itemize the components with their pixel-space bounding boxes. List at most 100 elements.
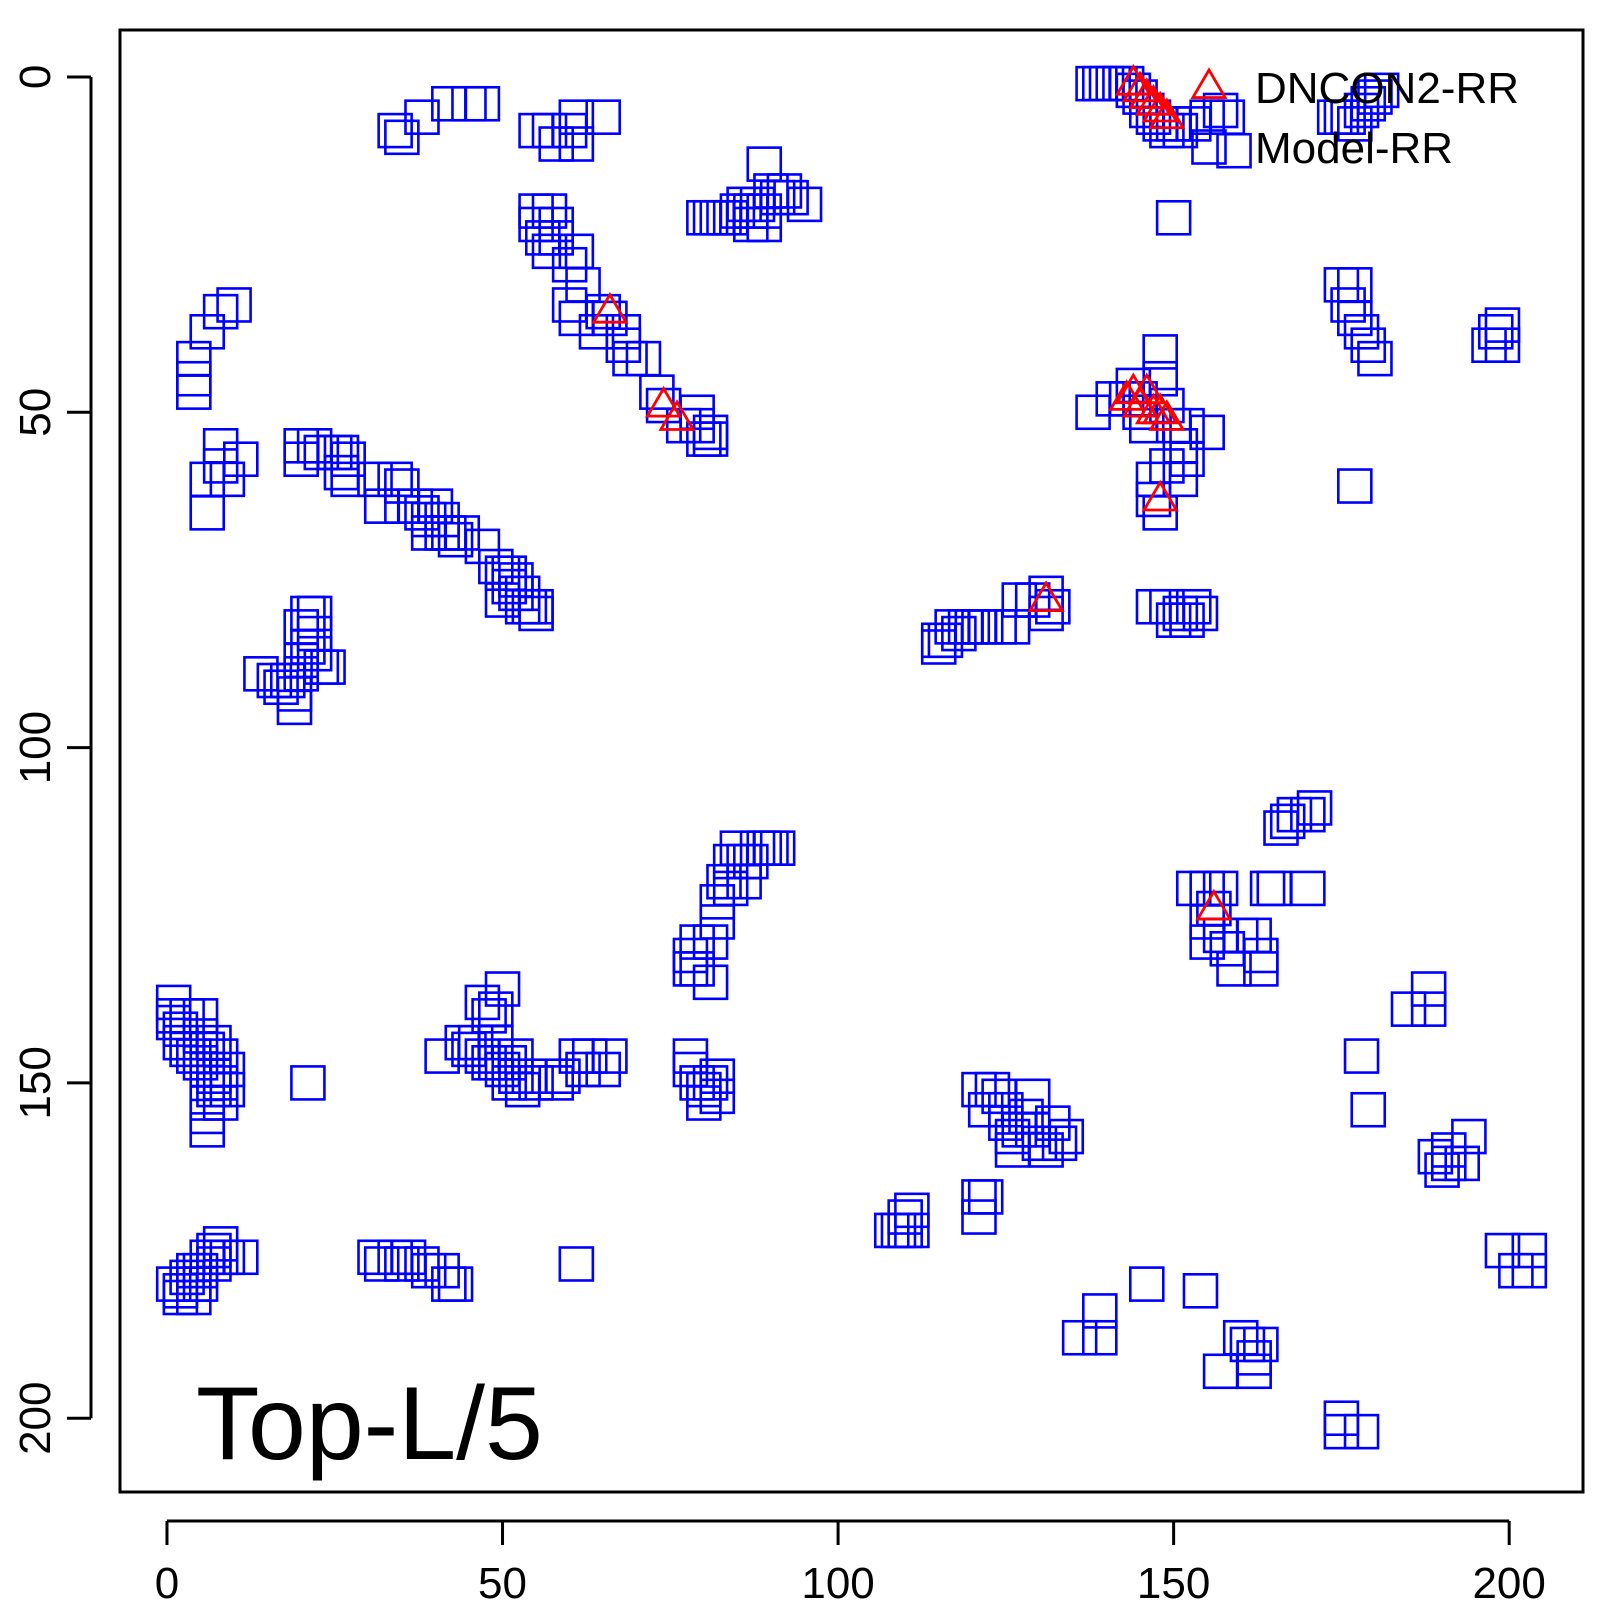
model-rr-point xyxy=(988,1105,1024,1141)
model-rr-point xyxy=(451,1031,487,1068)
model-rr-point xyxy=(706,199,742,236)
model-rr-point xyxy=(894,1212,930,1249)
dncon2-rr-point xyxy=(1141,479,1179,512)
model-rr-point xyxy=(672,937,709,974)
model-rr-point xyxy=(491,1044,528,1081)
dncon2-rr-point xyxy=(1141,90,1179,123)
model-rr-point xyxy=(1357,340,1393,377)
model-rr-point xyxy=(545,1058,581,1095)
model-rr-point xyxy=(1216,951,1252,987)
model-rr-point xyxy=(1142,334,1179,370)
y-tick-label: 50 xyxy=(11,388,60,437)
model-rr-point xyxy=(1357,79,1393,115)
model-rr-point xyxy=(1162,595,1199,632)
model-rr-point xyxy=(471,998,507,1034)
model-rr-point xyxy=(894,1192,930,1229)
model-rr-point xyxy=(565,1051,601,1088)
model-rr-point xyxy=(967,1179,1004,1215)
model-rr-point xyxy=(155,1266,192,1302)
model-rr-point xyxy=(1390,991,1427,1027)
model-rr-point xyxy=(491,568,528,605)
x-axis: 0 50 100 150 200 xyxy=(155,1519,1546,1600)
model-rr-point xyxy=(202,448,239,484)
model-rr-point xyxy=(1028,595,1064,632)
model-rr-point xyxy=(1082,1319,1118,1356)
model-rr-point xyxy=(1216,132,1252,169)
model-rr-point xyxy=(692,964,729,1001)
model-rr-point xyxy=(1337,267,1373,303)
model-rr-point xyxy=(531,233,568,270)
model-rr-point xyxy=(377,461,413,498)
model-rr-point xyxy=(404,99,440,135)
model-rr-point xyxy=(961,1199,997,1235)
model-rr-point xyxy=(1484,307,1521,343)
y-tick-label: 200 xyxy=(11,1382,60,1455)
model-rr-point xyxy=(1444,1145,1481,1182)
model-rr-point xyxy=(746,146,783,182)
model-rr-point xyxy=(437,521,474,558)
legend: DNCON2-RR Model-RR xyxy=(1190,64,1519,173)
dncon2-rr-point xyxy=(1134,84,1173,116)
model-rr-point xyxy=(1075,394,1111,431)
model-rr-point xyxy=(182,1018,219,1054)
model-rr-point xyxy=(169,1259,205,1296)
dncon2-rr-point xyxy=(591,291,629,324)
legend-label: DNCON2-RR xyxy=(1255,64,1519,113)
model-rr-point xyxy=(323,434,360,471)
model-rr-point xyxy=(155,1004,192,1041)
dncon2-rr-point xyxy=(1027,580,1065,612)
dncon2-rr-point xyxy=(644,385,683,418)
model-rr-point xyxy=(202,1038,239,1074)
model-rr-point xyxy=(243,656,279,692)
model-rr-point xyxy=(1236,1353,1272,1390)
model-rr-point xyxy=(182,998,219,1034)
model-rr-point xyxy=(692,1065,729,1101)
model-rr-point xyxy=(679,407,715,444)
model-rr-point xyxy=(1477,313,1514,350)
y-axis: 0 50 100 150 200 xyxy=(11,65,93,1455)
model-rr-point xyxy=(491,1065,528,1101)
model-rr-point xyxy=(686,1085,722,1121)
model-rr-point xyxy=(551,246,588,283)
model-rr-point xyxy=(457,1024,494,1061)
model-rr-point xyxy=(605,327,642,364)
model-rr-point xyxy=(404,495,440,531)
model-rr-point xyxy=(1343,1038,1380,1074)
y-tick-label: 150 xyxy=(11,1046,60,1119)
model-rr-point xyxy=(384,119,420,156)
model-rr-point xyxy=(1202,92,1239,129)
model-rr-point xyxy=(478,991,514,1027)
model-rr-point xyxy=(538,1065,575,1101)
model-rr-point xyxy=(531,112,568,149)
model-rr-point xyxy=(189,495,226,531)
model-rr-point xyxy=(712,870,749,907)
model-rr-point xyxy=(1330,287,1366,323)
model-rr-point xyxy=(404,1246,440,1282)
model-rr-point xyxy=(920,629,957,665)
model-rr-point xyxy=(531,193,568,229)
dncon2-rr-points xyxy=(591,63,1233,921)
model-rr-point xyxy=(592,1038,628,1074)
model-rr-point xyxy=(1343,92,1380,129)
model-rr-point xyxy=(1484,327,1521,364)
model-rr-point xyxy=(692,421,729,457)
model-rr-point xyxy=(1263,810,1299,846)
model-rr-point xyxy=(417,488,454,524)
model-rr-point xyxy=(1048,1118,1085,1155)
model-rr-point xyxy=(397,488,434,524)
model-rr-point xyxy=(1410,991,1447,1027)
model-rr-point xyxy=(1128,1266,1165,1302)
model-rr-point xyxy=(1350,1091,1387,1128)
model-rr-point xyxy=(1162,461,1199,498)
model-rr-point xyxy=(330,461,366,498)
x-tick-label: 200 xyxy=(1472,1559,1545,1600)
model-rr-point xyxy=(1243,951,1279,987)
model-rr-point xyxy=(222,441,259,478)
model-rr-point xyxy=(1343,1413,1380,1450)
model-rr-point xyxy=(176,1279,212,1316)
model-rr-point xyxy=(1142,495,1179,531)
model-rr-point xyxy=(766,173,803,209)
model-rr-point xyxy=(1082,1293,1118,1329)
dncon2-rr-point xyxy=(1195,888,1233,921)
model-rr-point xyxy=(759,830,796,866)
